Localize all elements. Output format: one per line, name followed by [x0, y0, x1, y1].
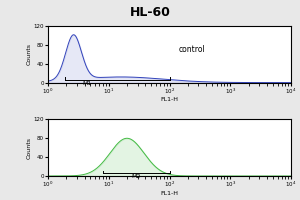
Y-axis label: Counts: Counts [27, 43, 32, 65]
Y-axis label: Counts: Counts [27, 137, 32, 159]
Text: HL-60: HL-60 [130, 6, 170, 19]
X-axis label: FL1-H: FL1-H [160, 191, 178, 196]
Text: M2: M2 [131, 174, 141, 179]
Text: M1: M1 [83, 81, 92, 86]
Text: control: control [178, 45, 206, 54]
X-axis label: FL1-H: FL1-H [160, 97, 178, 102]
